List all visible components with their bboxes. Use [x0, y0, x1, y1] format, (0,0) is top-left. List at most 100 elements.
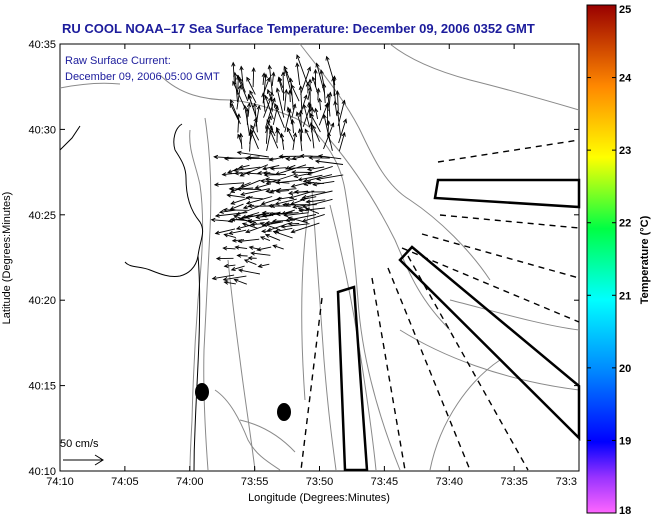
current-vector-head [312, 182, 318, 187]
current-vector [244, 105, 251, 136]
current-vector-head [223, 263, 229, 269]
current-vector-head [256, 104, 261, 110]
current-vector-head [309, 122, 314, 128]
outlined-shapes [336, 178, 581, 472]
current-vector [323, 83, 326, 104]
current-vector [274, 103, 285, 129]
colorbar-label: Temperature (°C) [639, 215, 651, 304]
current-vector [249, 90, 257, 104]
current-vector [312, 125, 321, 142]
current-vector [313, 180, 335, 186]
current-vector-head [272, 244, 278, 249]
current-vector [284, 109, 291, 133]
current-vector-head [290, 118, 295, 124]
current-vector-head [308, 155, 314, 160]
current-vector [241, 182, 251, 187]
current-vector [284, 69, 293, 97]
current-vector-head [326, 93, 331, 99]
current-vector [263, 172, 278, 175]
current-vector-head [223, 233, 229, 238]
map-title: RU COOL NOAA–17 Sea Surface Temperature:… [62, 21, 535, 36]
current-vector-head [315, 62, 320, 68]
x-tick-label: 73:3 [556, 476, 577, 488]
current-vector [215, 228, 236, 234]
dashed-lines [300, 139, 580, 471]
current-vector [275, 227, 293, 233]
current-vector [278, 77, 284, 93]
current-vector [310, 123, 315, 149]
current-vector [248, 218, 269, 223]
current-vector-head [236, 150, 242, 155]
current-vector [268, 65, 273, 94]
current-vector [230, 203, 244, 210]
current-vector-head [257, 170, 262, 176]
current-vector-head [254, 185, 260, 190]
current-vector-head [307, 78, 313, 84]
x-axis-label: Longitude (Degrees:Minutes) [248, 492, 390, 504]
current-vector-head [249, 89, 254, 95]
current-vector [247, 156, 260, 159]
current-vector [235, 246, 248, 250]
current-vector-head [229, 186, 235, 192]
surface-current-vectors [210, 54, 348, 285]
current-vector [231, 265, 245, 271]
current-vector [237, 151, 269, 158]
current-vector [310, 113, 321, 133]
current-vector [275, 198, 297, 205]
y-tick-label: 40:15 [28, 381, 56, 393]
current-vector-head [293, 173, 299, 179]
current-vector [281, 223, 310, 228]
current-vector [240, 66, 244, 88]
current-vector [266, 188, 297, 192]
current-vector [271, 72, 275, 86]
current-vector-head [304, 128, 309, 134]
current-vector-head [325, 55, 330, 61]
current-vector-head [249, 128, 254, 134]
current-vector [276, 88, 285, 118]
current-vector [249, 246, 260, 250]
current-vector [303, 104, 310, 127]
current-vector [300, 196, 317, 201]
current-vector-head [307, 86, 312, 92]
current-vector [237, 254, 248, 257]
current-vector [263, 97, 272, 118]
current-vector [248, 95, 257, 117]
current-vector-head [221, 172, 227, 177]
x-tick-label: 74:10 [46, 476, 74, 488]
current-vector [288, 166, 315, 169]
current-vector [318, 155, 342, 160]
current-vector-head [306, 66, 311, 72]
current-vector-head [297, 128, 303, 134]
current-vector [281, 209, 295, 215]
current-vector-head [251, 67, 256, 72]
current-vector [260, 180, 290, 184]
x-tick-label: 73:40 [435, 476, 463, 488]
current-vector-head [299, 153, 305, 159]
current-vector [246, 172, 260, 175]
current-vector-head [275, 211, 281, 217]
current-vector [292, 156, 303, 160]
current-vector-head [266, 76, 271, 82]
current-vector-head [210, 217, 216, 223]
colorbar-tick-label: 24 [619, 73, 632, 85]
current-vector [276, 196, 291, 200]
current-vector-head [266, 88, 272, 94]
current-vector [251, 252, 271, 256]
current-vector [265, 116, 272, 134]
current-vector-head [291, 170, 297, 175]
current-vector [262, 93, 266, 112]
current-vector-head [245, 229, 251, 234]
current-vector [296, 112, 304, 134]
current-vector [290, 78, 294, 110]
current-vector-head [230, 266, 236, 271]
current-vector [215, 212, 248, 217]
current-vector-head [299, 196, 305, 202]
current-vector-head [232, 80, 237, 86]
y-axis-ticks: 40:35 40:30 40:25 40:20 40:15 40:10 [28, 39, 579, 478]
current-vector [237, 114, 240, 133]
current-vector-head [341, 99, 346, 105]
coastline [59, 123, 204, 472]
current-vector-head [290, 229, 296, 234]
current-vector [294, 173, 308, 178]
